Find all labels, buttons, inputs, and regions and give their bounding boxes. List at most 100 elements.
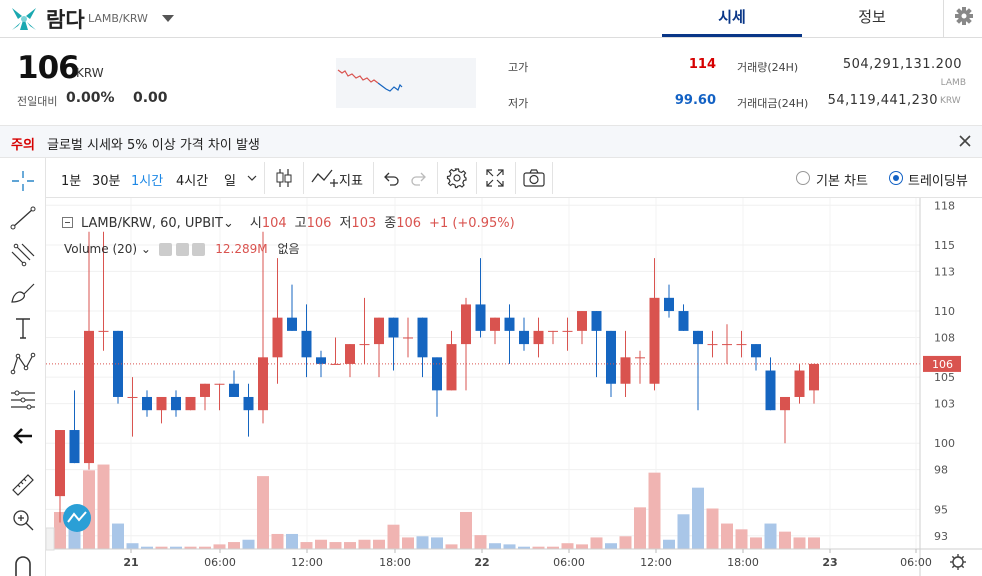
legend-low: 103 [351, 216, 377, 231]
legend-symbol[interactable]: LAMB/KRW, 60, UPBIT [81, 216, 223, 231]
volume-bar [503, 544, 516, 549]
candle-body [229, 383, 239, 397]
high-label: 고가 [508, 61, 529, 74]
tab-info[interactable]: 정보 [858, 8, 886, 26]
candle-body [55, 430, 65, 497]
volume-bar [213, 544, 226, 549]
zoom-in-icon[interactable] [8, 506, 38, 534]
price-tick: 110 [934, 305, 955, 318]
volume-bar [170, 546, 182, 549]
candlestick-chart[interactable]: 118 115 113 110 108 105 103 100 98 95 93 106 21 06:00… [46, 198, 982, 576]
fullscreen-icon[interactable] [484, 167, 506, 189]
interval-1d[interactable]: 일 [224, 174, 236, 189]
fib-tool-icon[interactable] [8, 240, 38, 268]
tradingview-logo-mark [67, 511, 87, 523]
volume-bar [590, 537, 603, 549]
volume-bar [126, 543, 139, 549]
candle-body [272, 317, 283, 358]
candle-body [504, 317, 515, 331]
time-tick: 21 [123, 556, 138, 569]
candle-body [519, 330, 529, 345]
price-tick: 113 [934, 265, 955, 278]
time-tick: 06:00 [204, 556, 236, 569]
volume-bar [793, 537, 806, 549]
candle-body [156, 396, 167, 411]
basic-chart-radio[interactable] [796, 171, 810, 185]
prediction-tool-icon[interactable] [8, 386, 38, 414]
volume-bar [532, 546, 545, 549]
tradingview-label[interactable]: 트레이딩뷰 [908, 174, 968, 189]
camera-icon[interactable] [522, 167, 546, 189]
collapse-icon[interactable] [62, 217, 73, 228]
volume-bar [344, 542, 356, 549]
ruler-icon[interactable] [8, 470, 38, 498]
volume-bar [648, 472, 661, 549]
volume-bar [764, 523, 777, 549]
volume-bar [735, 529, 748, 549]
volume-value: 12.289M [215, 242, 268, 256]
eye-icon[interactable] [158, 243, 172, 256]
toolbar-divider [437, 162, 438, 194]
volume-label[interactable]: Volume (20) [64, 242, 138, 256]
coin-select-dropdown-icon[interactable] [162, 15, 174, 22]
magnet-icon[interactable] [8, 548, 38, 576]
candle-body [84, 330, 94, 464]
volume-legend: Volume (20) ⌄ 12.289M 없음 [64, 242, 300, 256]
candle-body [301, 330, 312, 358]
volume-bar [750, 537, 762, 549]
toolbar-divider [515, 162, 516, 194]
volume-bar [634, 507, 646, 549]
time-tick: 22 [474, 556, 489, 569]
coin-name[interactable]: 람다 [46, 8, 85, 32]
candle-body [142, 396, 152, 411]
amount-unit: KRW [940, 96, 961, 106]
candle-body [490, 317, 500, 331]
candle-body [577, 311, 587, 331]
pattern-tool-icon[interactable] [8, 350, 38, 378]
amount-24h-value: 54,119,441,230 [827, 93, 938, 108]
price-tick: 98 [934, 464, 948, 477]
crosshair-icon[interactable] [8, 167, 38, 195]
interval-1h[interactable]: 1시간 [131, 174, 164, 189]
indicators-button[interactable]: 지표 [339, 174, 363, 189]
volume-bar [373, 539, 385, 549]
coin-pair[interactable]: LAMB/KRW [88, 12, 148, 25]
tab-price[interactable]: 시세 [662, 0, 802, 37]
gear-icon[interactable] [175, 243, 189, 256]
redo-icon[interactable] [409, 168, 429, 188]
chevron-down-icon[interactable] [246, 174, 258, 182]
time-tick: 23 [822, 556, 837, 569]
amount-24h-label: 거래대금(24H) [737, 97, 809, 110]
trend-line-icon[interactable] [8, 204, 38, 232]
settings-gear-icon[interactable] [943, 0, 982, 37]
legend-change: +1 (+0.95%) [429, 216, 515, 231]
basic-chart-label[interactable]: 기본 차트 [816, 174, 868, 189]
volume-bar [431, 537, 443, 549]
candle-type-icon[interactable] [272, 166, 296, 190]
text-tool-icon[interactable] [8, 314, 38, 342]
close-icon[interactable] [958, 134, 972, 148]
indicators-icon[interactable] [310, 166, 338, 190]
time-tick: 06:00 [900, 556, 932, 569]
remove-icon[interactable] [192, 243, 206, 256]
candle-body [606, 330, 616, 384]
interval-1m[interactable]: 1분 [61, 174, 82, 189]
toolbar-divider [552, 162, 553, 194]
interval-30m[interactable]: 30분 [92, 174, 121, 189]
candle-body [374, 317, 384, 345]
undo-icon[interactable] [381, 168, 401, 188]
tradingview-radio[interactable] [889, 171, 903, 185]
change-label: 전일대비 [17, 95, 58, 108]
chart-settings-icon[interactable] [446, 167, 468, 189]
interval-4h[interactable]: 4시간 [176, 174, 209, 189]
candle-body [417, 317, 428, 358]
arrow-left-icon[interactable] [8, 422, 38, 450]
volume-bar [518, 546, 530, 549]
volume-bar [257, 476, 269, 549]
brush-icon[interactable] [8, 278, 38, 306]
candle-body [548, 330, 558, 332]
volume-24h-value: 504,291,131.200 [842, 57, 962, 72]
candle-body [432, 357, 442, 391]
candle-body [287, 317, 297, 331]
candle-body [794, 370, 805, 397]
